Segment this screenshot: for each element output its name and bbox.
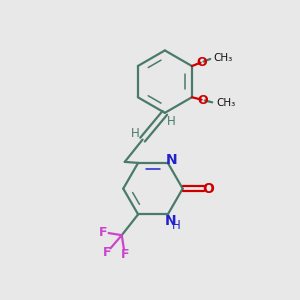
Text: N: N xyxy=(164,214,176,228)
Text: O: O xyxy=(198,94,208,106)
Text: CH₃: CH₃ xyxy=(216,98,235,108)
Text: F: F xyxy=(103,246,111,259)
Text: H: H xyxy=(167,115,176,128)
Text: F: F xyxy=(99,226,108,239)
Text: H: H xyxy=(172,219,181,232)
Text: F: F xyxy=(121,248,129,261)
Text: H: H xyxy=(131,127,140,140)
Text: CH₃: CH₃ xyxy=(214,53,233,63)
Text: O: O xyxy=(202,182,214,196)
Text: O: O xyxy=(196,56,207,69)
Text: N: N xyxy=(166,153,177,167)
